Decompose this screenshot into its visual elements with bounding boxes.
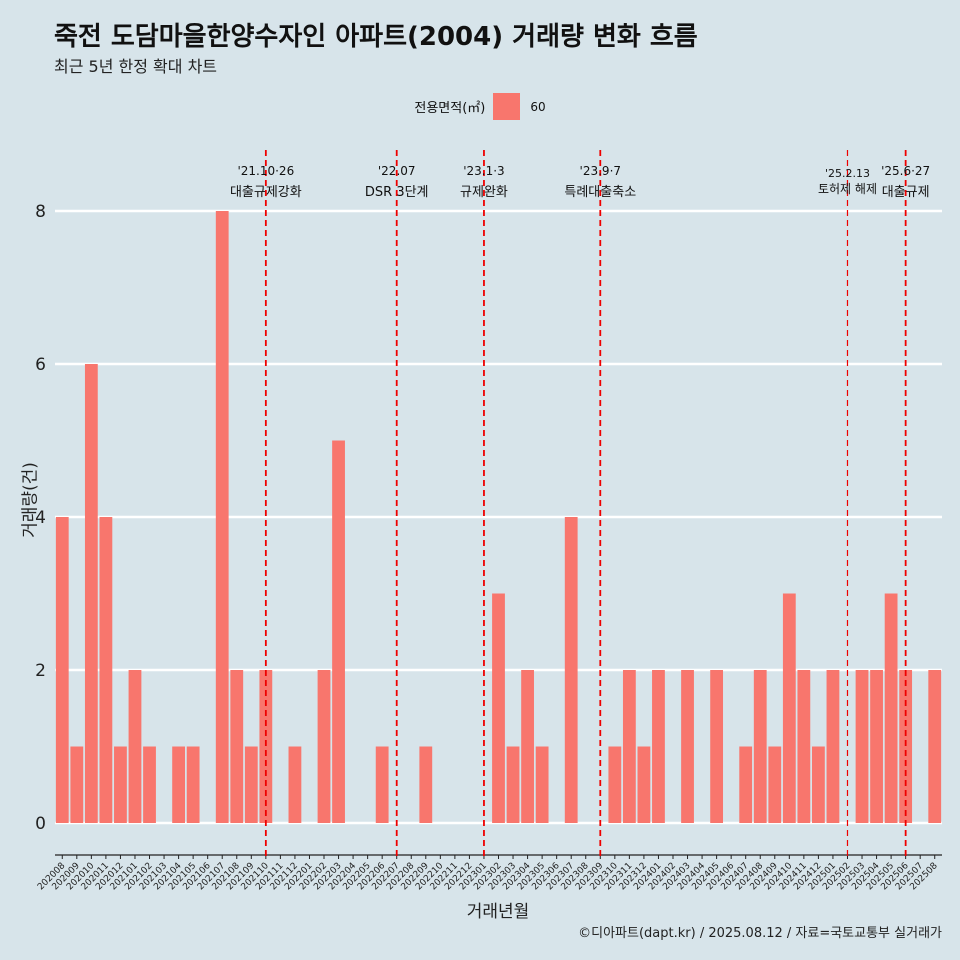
- page-title: 죽전 도담마을한양수자인 아파트(2004) 거래량 변화 흐름: [54, 22, 698, 52]
- page-subtitle: 최근 5년 한정 확대 차트: [54, 57, 218, 76]
- bar-202307: [564, 517, 578, 823]
- event-date-label: '23.9·7: [580, 164, 621, 178]
- bar-202109: [244, 746, 258, 823]
- y-tick-label: 8: [35, 202, 46, 222]
- bar-202209: [419, 746, 433, 823]
- bar-202401: [652, 670, 665, 823]
- bar-202011: [99, 517, 113, 823]
- bar-202110: [259, 670, 273, 823]
- bar-202407: [739, 746, 753, 823]
- bar-202206: [375, 746, 389, 823]
- x-axis-label: 거래년월: [466, 902, 530, 922]
- y-tick-label: 4: [35, 508, 46, 528]
- bar-202408: [753, 670, 767, 823]
- bar-202310: [608, 746, 622, 823]
- bar-202508: [928, 670, 942, 823]
- y-tick-label: 2: [35, 661, 46, 681]
- bar-202412: [812, 746, 825, 823]
- bar-202010: [84, 364, 98, 823]
- bar-202012: [114, 746, 127, 823]
- y-tick-label: 6: [35, 355, 46, 375]
- bar-202501: [826, 670, 840, 823]
- event-date-label: '22.07: [378, 164, 416, 178]
- bar-202305: [535, 746, 549, 823]
- event-date-label: '21.10·26: [237, 164, 294, 178]
- y-axis-label: 거래량(건): [20, 462, 41, 538]
- bar-202203: [332, 440, 345, 823]
- bar-202104: [172, 746, 185, 823]
- event-date-label: '23.1·3: [463, 164, 504, 178]
- bar-202101: [128, 670, 142, 823]
- event-label: 대출규제강화: [230, 185, 302, 200]
- bar-202008: [55, 517, 69, 823]
- source-caption: ©디아파트(dapt.kr) / 2025.08.12 / 자료=국토교통부 실…: [578, 926, 942, 941]
- bar-202403: [681, 670, 694, 823]
- bar-202105: [186, 746, 200, 823]
- bar-202304: [521, 670, 534, 823]
- bar-202312: [637, 746, 651, 823]
- event-label: DSR 3단계: [365, 185, 429, 200]
- event-label: 대출규제: [882, 185, 930, 200]
- bar-202009: [70, 746, 84, 823]
- bar-202505: [884, 593, 898, 823]
- event-date-label: '25.6·27: [881, 164, 930, 178]
- bar-202112: [288, 746, 302, 823]
- bar-202311: [622, 670, 636, 823]
- event-label: 규제완화: [460, 185, 508, 200]
- legend-swatch: [493, 93, 521, 120]
- bar-202107: [215, 211, 229, 823]
- bar-202506: [899, 670, 913, 823]
- bar-202108: [230, 670, 244, 823]
- bar-202202: [317, 670, 331, 823]
- event-date-label: '25.2.13: [825, 167, 870, 180]
- bar-202303: [506, 746, 520, 823]
- bar-202503: [855, 670, 869, 823]
- bar-202410: [782, 593, 796, 823]
- bar-202504: [870, 670, 883, 823]
- legend-label: 60: [530, 99, 546, 114]
- bar-202102: [143, 746, 156, 823]
- event-label: 특례대출축소: [564, 185, 636, 200]
- bar-202405: [710, 670, 724, 823]
- legend-title: 전용면적(㎡): [414, 101, 486, 116]
- y-tick-label: 0: [35, 814, 46, 834]
- bar-202411: [797, 670, 811, 823]
- legend: 전용면적(㎡) 60: [0, 93, 960, 120]
- event-label: 토허제 해제: [818, 182, 877, 196]
- bar-202409: [768, 746, 782, 823]
- bar-202302: [492, 593, 505, 823]
